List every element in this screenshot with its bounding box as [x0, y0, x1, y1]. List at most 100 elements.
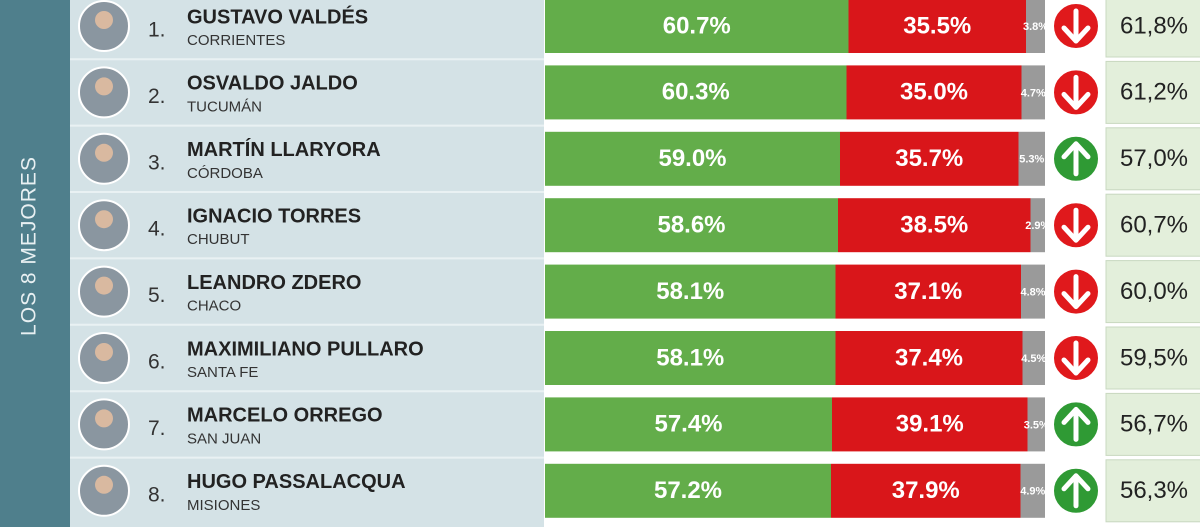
- rank: 7.: [148, 417, 166, 440]
- governor-name: OSVALDO JALDO: [187, 73, 358, 95]
- bar-label: 60.7%: [663, 12, 731, 39]
- bar-segment: [1021, 65, 1045, 120]
- province: CÓRDOBA: [187, 165, 263, 182]
- trend-arrow: [1061, 141, 1091, 177]
- bar-segment: [545, 65, 847, 120]
- photo-head: [95, 475, 113, 494]
- previous-value: 57,0%: [1120, 145, 1188, 172]
- rank: 2.: [148, 85, 166, 108]
- trend-arrow: [1061, 274, 1091, 310]
- previous-box: [1105, 459, 1200, 523]
- bar-label: 58.6%: [657, 212, 725, 239]
- bar-label: 57.4%: [654, 411, 722, 438]
- previous-value: 60,0%: [1120, 278, 1188, 305]
- rank: 6.: [148, 351, 166, 374]
- bar-segment: [545, 264, 836, 319]
- bar-label: 3.5%: [1024, 419, 1049, 431]
- province: TUCUMÁN: [187, 98, 262, 115]
- bar-segment: [838, 198, 1031, 253]
- bar-segment: [545, 131, 840, 186]
- bar-label: 4.7%: [1021, 87, 1046, 99]
- photo-head: [95, 210, 113, 229]
- province: SAN JUAN: [187, 430, 261, 447]
- bar-segment: [1027, 397, 1045, 452]
- previous-box: [1105, 260, 1200, 324]
- bar-label: 4.5%: [1021, 353, 1046, 365]
- previous-value: 61,2%: [1120, 79, 1188, 106]
- side-label: LOS 8 MEJORES: [18, 156, 41, 336]
- province: CORRIENTES: [187, 32, 285, 49]
- bar-segment: [832, 397, 1028, 452]
- photo-head: [95, 11, 113, 29]
- bar-segment: [1022, 331, 1045, 385]
- governor-name: MAXIMILIANO PULLARO: [187, 338, 424, 360]
- province: CHACO: [187, 298, 241, 315]
- governor-name: HUGO PASSALACQUA: [187, 471, 406, 493]
- previous-box: [1105, 127, 1200, 191]
- bar-label: 35.7%: [895, 145, 963, 172]
- previous-value: 56,3%: [1120, 477, 1188, 504]
- bar-label: 35.5%: [903, 12, 971, 39]
- bar-segment: [831, 463, 1021, 518]
- bar-label: 58.1%: [656, 344, 724, 371]
- bar-segment: [1026, 0, 1045, 53]
- bar-segment: [545, 397, 832, 452]
- bar-label: 35.0%: [900, 79, 968, 106]
- bar-label: 5.3%: [1019, 154, 1044, 166]
- previous-box: [1105, 193, 1200, 257]
- province: SANTA FE: [187, 364, 258, 381]
- trend-arrow: [1061, 340, 1091, 376]
- bar-segment: [835, 331, 1023, 385]
- trend-arrow: [1061, 473, 1091, 509]
- previous-value: 59,5%: [1120, 344, 1188, 371]
- previous-box: [1105, 0, 1200, 58]
- bar-segment: [846, 65, 1022, 120]
- trend-arrow: [1061, 8, 1091, 44]
- side-band: [0, 0, 70, 527]
- bar-label: 37.4%: [895, 344, 963, 371]
- bar-label: 37.1%: [894, 278, 962, 305]
- bar-label: 59.0%: [658, 145, 726, 172]
- province: MISIONES: [187, 497, 260, 514]
- bar-segment: [1020, 463, 1045, 518]
- previous-value: 61,8%: [1120, 12, 1188, 39]
- bar-label: 4.9%: [1020, 486, 1045, 498]
- bar-segment: [545, 331, 836, 385]
- previous-box: [1105, 60, 1200, 124]
- bar-label: 3.8%: [1023, 21, 1048, 33]
- previous-value: 56,7%: [1120, 411, 1188, 438]
- trend-arrow: [1061, 406, 1091, 442]
- photo-head: [95, 276, 113, 295]
- bar-label: 38.5%: [900, 212, 968, 239]
- bar-label: 60.3%: [662, 79, 730, 106]
- province: CHUBUT: [187, 231, 250, 248]
- governor-name: MARCELO ORREGO: [187, 405, 383, 427]
- bar-segment: [840, 131, 1019, 186]
- trend-arrow: [1061, 207, 1091, 243]
- governor-name: MARTÍN LLARYORA: [187, 138, 381, 161]
- bar-segment: [545, 463, 831, 518]
- photo-head: [95, 343, 113, 361]
- bar-segment: [1018, 131, 1045, 186]
- rank: 5.: [148, 284, 166, 307]
- bar-segment: [1030, 198, 1045, 253]
- previous-box: [1105, 392, 1200, 456]
- rank: 3.: [148, 151, 166, 174]
- bar-segment: [545, 0, 849, 53]
- trend-arrow: [1061, 74, 1091, 110]
- rank: 8.: [148, 483, 166, 506]
- photo-head: [95, 143, 113, 162]
- previous-value: 60,7%: [1120, 212, 1188, 239]
- governor-name: LEANDRO ZDERO: [187, 272, 361, 294]
- bar-label: 2.9%: [1025, 220, 1050, 232]
- bar-label: 4.8%: [1020, 287, 1045, 299]
- photo-head: [95, 409, 113, 428]
- bar-label: 58.1%: [656, 278, 724, 305]
- photo-head: [95, 77, 113, 96]
- bar-label: 57.2%: [654, 477, 722, 504]
- bar-label: 37.9%: [892, 477, 960, 504]
- bar-segment: [1021, 264, 1045, 319]
- previous-box: [1105, 326, 1200, 390]
- bar-segment: [835, 264, 1021, 319]
